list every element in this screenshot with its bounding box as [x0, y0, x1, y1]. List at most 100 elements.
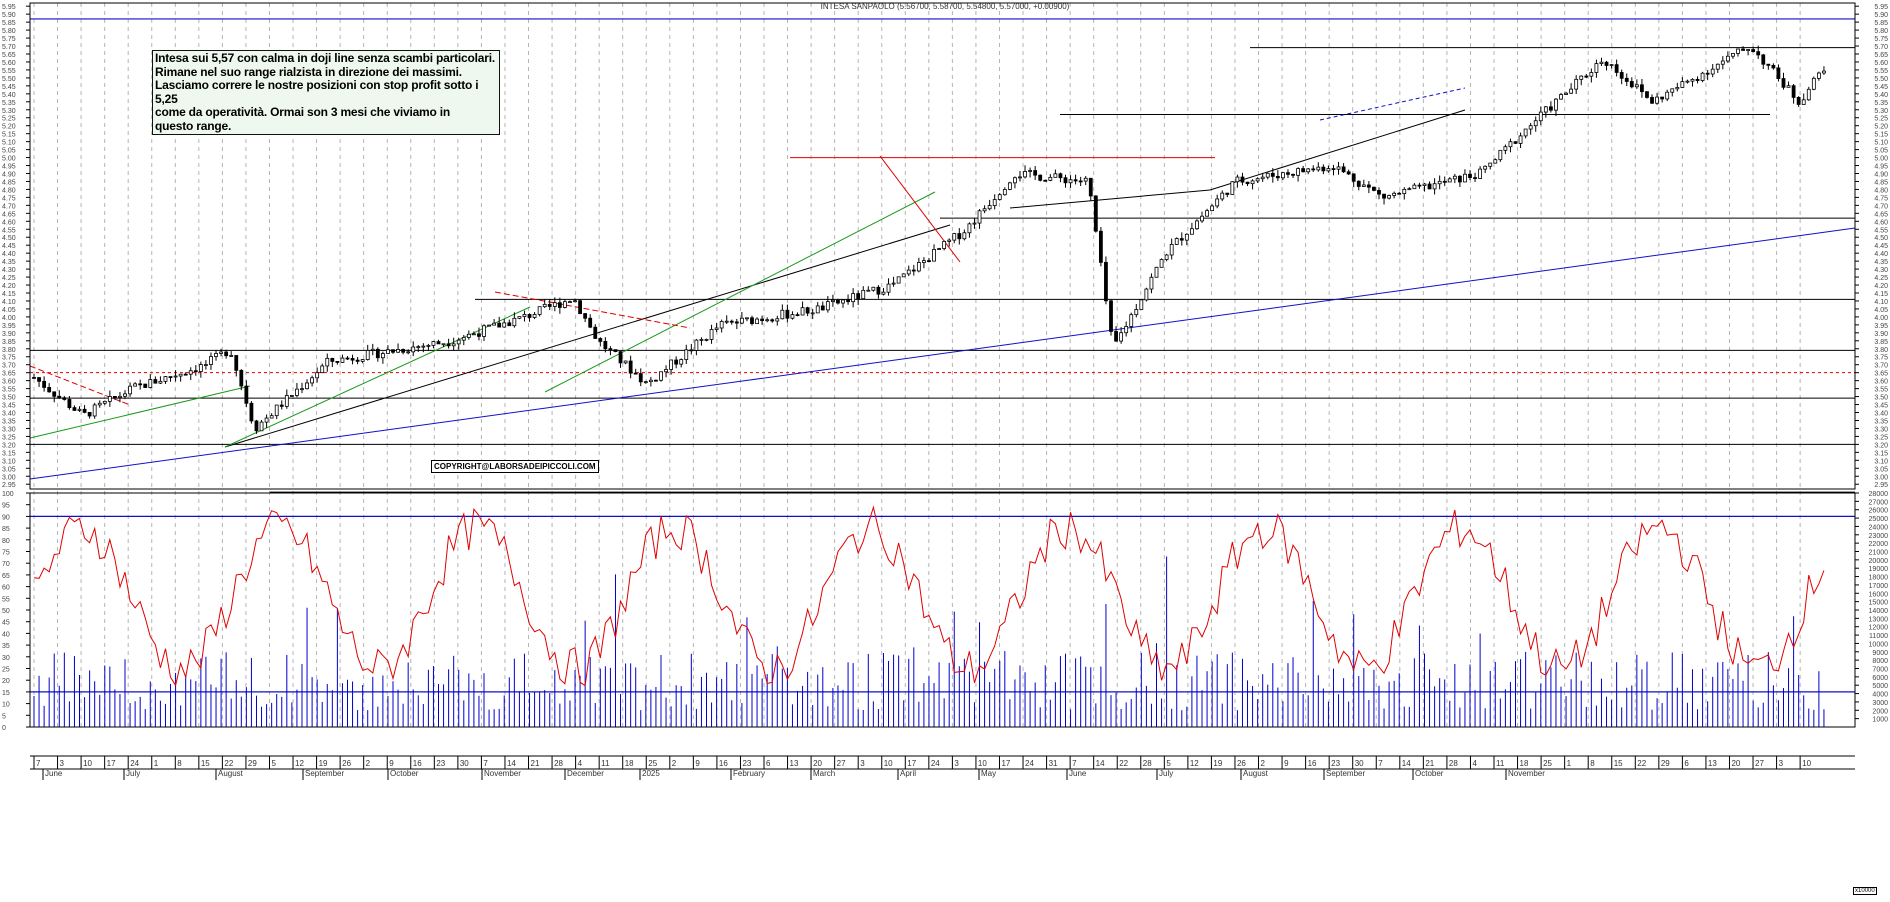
- svg-text:4.95: 4.95: [2, 164, 16, 171]
- svg-text:4.70: 4.70: [2, 203, 16, 210]
- svg-text:5.30: 5.30: [1874, 108, 1888, 115]
- svg-text:85: 85: [2, 526, 10, 533]
- svg-text:4.25: 4.25: [2, 275, 16, 282]
- svg-text:100: 100: [2, 491, 14, 498]
- axes: 7 3 10 17 24 1 8 15 22 29 5 12 19 26 2 9 16 23 30 7 14 21 28 4 1…: [2, 2, 1889, 780]
- svg-text:2: 2: [366, 759, 371, 768]
- svg-text:5.85: 5.85: [2, 20, 16, 27]
- svg-text:4.85: 4.85: [2, 179, 16, 186]
- svg-text:25: 25: [648, 759, 657, 768]
- svg-text:4.20: 4.20: [2, 283, 16, 290]
- svg-text:3.30: 3.30: [1874, 426, 1888, 433]
- svg-text:28000: 28000: [1869, 491, 1889, 498]
- svg-text:18: 18: [625, 759, 634, 768]
- svg-text:5.20: 5.20: [2, 124, 16, 131]
- svg-text:September: September: [1326, 769, 1365, 778]
- svg-text:2: 2: [672, 759, 677, 768]
- svg-text:5.35: 5.35: [1874, 100, 1888, 107]
- svg-text:3.45: 3.45: [1874, 403, 1888, 410]
- svg-text:5000: 5000: [1872, 683, 1888, 690]
- svg-text:4.30: 4.30: [2, 267, 16, 274]
- svg-text:4.45: 4.45: [2, 243, 16, 250]
- svg-text:27: 27: [1755, 759, 1764, 768]
- svg-text:5.45: 5.45: [1874, 84, 1888, 91]
- svg-text:65: 65: [2, 573, 10, 580]
- svg-text:10: 10: [978, 759, 987, 768]
- svg-text:12: 12: [1190, 759, 1199, 768]
- candlesticks: [32, 45, 1826, 434]
- svg-text:29: 29: [1661, 759, 1670, 768]
- svg-text:3.60: 3.60: [1874, 379, 1888, 386]
- svg-text:3.05: 3.05: [2, 466, 16, 473]
- svg-text:16000: 16000: [1869, 591, 1889, 598]
- svg-text:4.55: 4.55: [2, 227, 16, 234]
- svg-text:4.00: 4.00: [1874, 315, 1888, 322]
- svg-text:25: 25: [1543, 759, 1552, 768]
- svg-text:4.45: 4.45: [1874, 243, 1888, 250]
- svg-text:20000: 20000: [1869, 558, 1889, 565]
- svg-text:20: 20: [813, 759, 822, 768]
- svg-text:3.65: 3.65: [2, 371, 16, 378]
- svg-text:4.15: 4.15: [2, 291, 16, 298]
- svg-text:4.75: 4.75: [2, 195, 16, 202]
- svg-text:15: 15: [2, 690, 10, 697]
- svg-text:3.50: 3.50: [2, 395, 16, 402]
- svg-text:14000: 14000: [1869, 608, 1889, 615]
- svg-text:23: 23: [1331, 759, 1340, 768]
- svg-text:19: 19: [1213, 759, 1222, 768]
- svg-text:5.75: 5.75: [1874, 36, 1888, 43]
- svg-text:10: 10: [83, 759, 92, 768]
- svg-text:5.40: 5.40: [1874, 92, 1888, 99]
- svg-text:8: 8: [177, 759, 182, 768]
- svg-text:5.95: 5.95: [1874, 4, 1888, 11]
- svg-text:5.90: 5.90: [2, 12, 16, 19]
- svg-text:13: 13: [1708, 759, 1717, 768]
- svg-text:3.75: 3.75: [2, 355, 16, 362]
- svg-text:7: 7: [36, 759, 41, 768]
- svg-text:5.55: 5.55: [2, 68, 16, 75]
- svg-text:5.10: 5.10: [1874, 140, 1888, 147]
- svg-text:4.30: 4.30: [1874, 267, 1888, 274]
- svg-text:14: 14: [1402, 759, 1411, 768]
- svg-text:26: 26: [1237, 759, 1246, 768]
- svg-text:November: November: [1508, 769, 1545, 778]
- svg-text:5: 5: [1166, 759, 1171, 768]
- svg-text:70: 70: [2, 561, 10, 568]
- svg-text:5.00: 5.00: [1874, 156, 1888, 163]
- note-line: Lasciamo correre le nostre posizioni con…: [155, 78, 479, 106]
- rsi-line: [33, 505, 1825, 687]
- svg-text:4.90: 4.90: [1874, 171, 1888, 178]
- svg-text:21000: 21000: [1869, 550, 1889, 557]
- svg-text:3.75: 3.75: [1874, 355, 1888, 362]
- svg-text:3.30: 3.30: [2, 426, 16, 433]
- svg-text:7: 7: [483, 759, 488, 768]
- svg-text:20: 20: [2, 678, 10, 685]
- svg-text:3.35: 3.35: [1874, 418, 1888, 425]
- svg-text:28: 28: [1449, 759, 1458, 768]
- svg-text:May: May: [981, 769, 996, 778]
- svg-text:4.05: 4.05: [2, 307, 16, 314]
- svg-text:14: 14: [507, 759, 516, 768]
- svg-text:4.50: 4.50: [1874, 235, 1888, 242]
- svg-text:13000: 13000: [1869, 616, 1889, 623]
- svg-text:20: 20: [1731, 759, 1740, 768]
- svg-text:22000: 22000: [1869, 541, 1889, 548]
- svg-text:8: 8: [1590, 759, 1595, 768]
- svg-text:40: 40: [2, 631, 10, 638]
- svg-text:13: 13: [790, 759, 799, 768]
- svg-text:5.30: 5.30: [2, 108, 16, 115]
- svg-text:23000: 23000: [1869, 533, 1889, 540]
- svg-text:23: 23: [742, 759, 751, 768]
- svg-text:4.55: 4.55: [1874, 227, 1888, 234]
- svg-text:4.40: 4.40: [2, 251, 16, 258]
- svg-text:24: 24: [931, 759, 940, 768]
- svg-text:4.40: 4.40: [1874, 251, 1888, 258]
- svg-text:15: 15: [201, 759, 210, 768]
- svg-text:5.85: 5.85: [1874, 20, 1888, 27]
- svg-text:4: 4: [1472, 759, 1477, 768]
- svg-text:August: August: [1243, 769, 1269, 778]
- svg-text:10: 10: [2, 702, 10, 709]
- svg-text:17: 17: [1001, 759, 1010, 768]
- svg-text:4.85: 4.85: [1874, 179, 1888, 186]
